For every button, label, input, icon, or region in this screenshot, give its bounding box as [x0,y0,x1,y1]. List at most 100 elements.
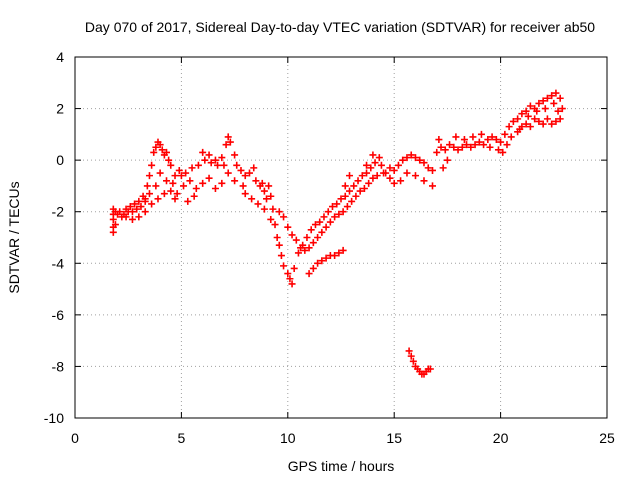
data-point [535,99,543,107]
data-point [405,347,413,355]
data-point [141,195,149,203]
data-point [450,143,458,151]
data-point [188,164,196,172]
data-point [331,252,339,260]
data-point [548,92,556,100]
data-point [443,156,451,164]
data-point [145,172,153,180]
data-point [109,228,117,236]
data-point [184,197,192,205]
data-point [286,275,294,283]
data-point [207,159,215,167]
data-point [446,141,454,149]
data-point [167,187,175,195]
grid [75,57,607,418]
data-point [267,215,275,223]
data-point [307,226,315,234]
data-point [156,141,164,149]
data-point [558,105,566,113]
data-point [275,208,283,216]
data-point [411,172,419,180]
x-tick-label: 15 [386,430,402,446]
data-point [205,174,213,182]
data-point [135,213,143,221]
data-point [316,218,324,226]
data-point [363,161,371,169]
data-point [394,161,402,169]
data-point [518,110,526,118]
x-tick-label: 20 [493,430,509,446]
data-point [390,179,398,187]
data-point [343,203,351,211]
data-point [233,161,241,169]
data-point [424,164,432,172]
data-point [241,172,249,180]
data-point [480,141,488,149]
data-point [322,254,330,262]
data-point [305,244,313,252]
data-point [156,169,164,177]
data-point [133,205,141,213]
data-point [522,120,530,128]
data-point [224,133,232,141]
data-point [407,151,415,159]
data-point [280,262,288,270]
data-point [397,177,405,185]
data-point [128,208,136,216]
data-point [486,143,494,151]
data-point [284,270,292,278]
data-point [469,133,477,141]
data-point [163,177,171,185]
data-point [426,365,434,373]
data-point [535,117,543,125]
data-point [499,148,507,156]
data-point [224,169,232,177]
data-point [180,182,188,190]
data-point [539,97,547,105]
data-point [369,174,377,182]
data-point [548,120,556,128]
data-point [305,270,313,278]
y-tick-label: -2 [52,204,65,220]
data-point [348,197,356,205]
data-point [365,179,373,187]
data-point [143,182,151,190]
data-point [314,259,322,267]
data-point [211,185,219,193]
data-point [333,200,341,208]
data-point [250,164,258,172]
data-point [131,200,139,208]
data-point [501,130,509,138]
data-point [301,246,309,254]
data-point [177,172,185,180]
data-point [254,200,262,208]
data-point [186,177,194,185]
data-point [154,195,162,203]
data-point [433,148,441,156]
data-point [171,195,179,203]
data-point [152,182,160,190]
data-point [346,172,354,180]
data-point [390,166,398,174]
data-point [245,169,253,177]
data-point [175,166,183,174]
data-point [339,246,347,254]
data-point [550,99,558,107]
data-point [556,94,564,102]
data-point [360,185,368,193]
data-point [339,208,347,216]
data-point [218,179,226,187]
data-point [452,133,460,141]
data-point [541,105,549,113]
data-point [346,187,354,195]
data-point [407,352,415,360]
data-point [354,177,362,185]
x-tick-label: 5 [178,430,186,446]
data-point [399,156,407,164]
data-point [526,102,534,110]
data-point [386,164,394,172]
data-point [352,192,360,200]
data-point [429,166,437,174]
y-tick-label: -6 [52,307,65,323]
data-point [522,107,530,115]
